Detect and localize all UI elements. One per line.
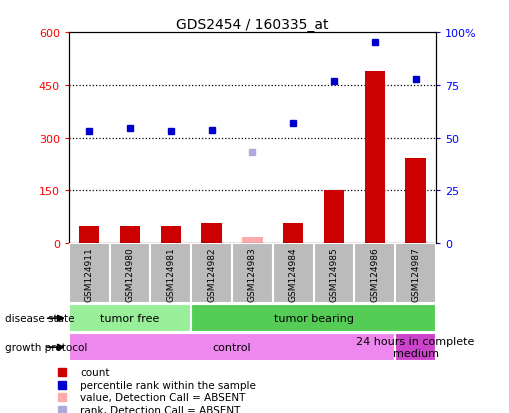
Bar [405,159,425,244]
Text: 24 hours in complete
medium: 24 hours in complete medium [356,337,474,358]
Bar [160,227,181,244]
Text: GSM124982: GSM124982 [207,247,216,301]
Bar [323,190,344,244]
Text: disease state: disease state [5,313,74,323]
Text: tumor bearing: tumor bearing [273,313,353,323]
Text: control: control [212,342,251,352]
Bar [272,244,313,304]
Text: rank, Detection Call = ABSENT: rank, Detection Call = ABSENT [80,405,240,413]
Bar [354,244,394,304]
Bar [282,223,303,244]
Text: tumor free: tumor free [100,313,159,323]
Bar [69,244,109,304]
Text: GSM124984: GSM124984 [288,247,297,301]
Text: GSM124986: GSM124986 [370,246,379,301]
Bar [69,304,191,332]
Bar [394,333,435,361]
Text: GSM124981: GSM124981 [166,246,175,301]
Bar [313,244,354,304]
Text: percentile rank within the sample: percentile rank within the sample [80,380,256,390]
Bar [201,223,221,244]
Bar [242,237,262,244]
Bar [364,72,384,244]
Bar [394,244,435,304]
Title: GDS2454 / 160335_at: GDS2454 / 160335_at [176,18,328,32]
Bar [150,244,191,304]
Text: value, Detection Call = ABSENT: value, Detection Call = ABSENT [80,392,245,402]
Text: GSM124985: GSM124985 [329,246,338,301]
Text: count: count [80,368,109,377]
Bar [69,333,394,361]
Bar [191,304,435,332]
Text: GSM124987: GSM124987 [410,246,419,301]
Bar [109,244,150,304]
Text: GSM124983: GSM124983 [247,246,257,301]
Bar [232,244,272,304]
Text: GSM124911: GSM124911 [84,246,94,301]
Text: growth protocol: growth protocol [5,342,88,352]
Bar [79,227,99,244]
Bar [191,244,232,304]
Text: GSM124980: GSM124980 [125,246,134,301]
Bar [120,226,140,244]
